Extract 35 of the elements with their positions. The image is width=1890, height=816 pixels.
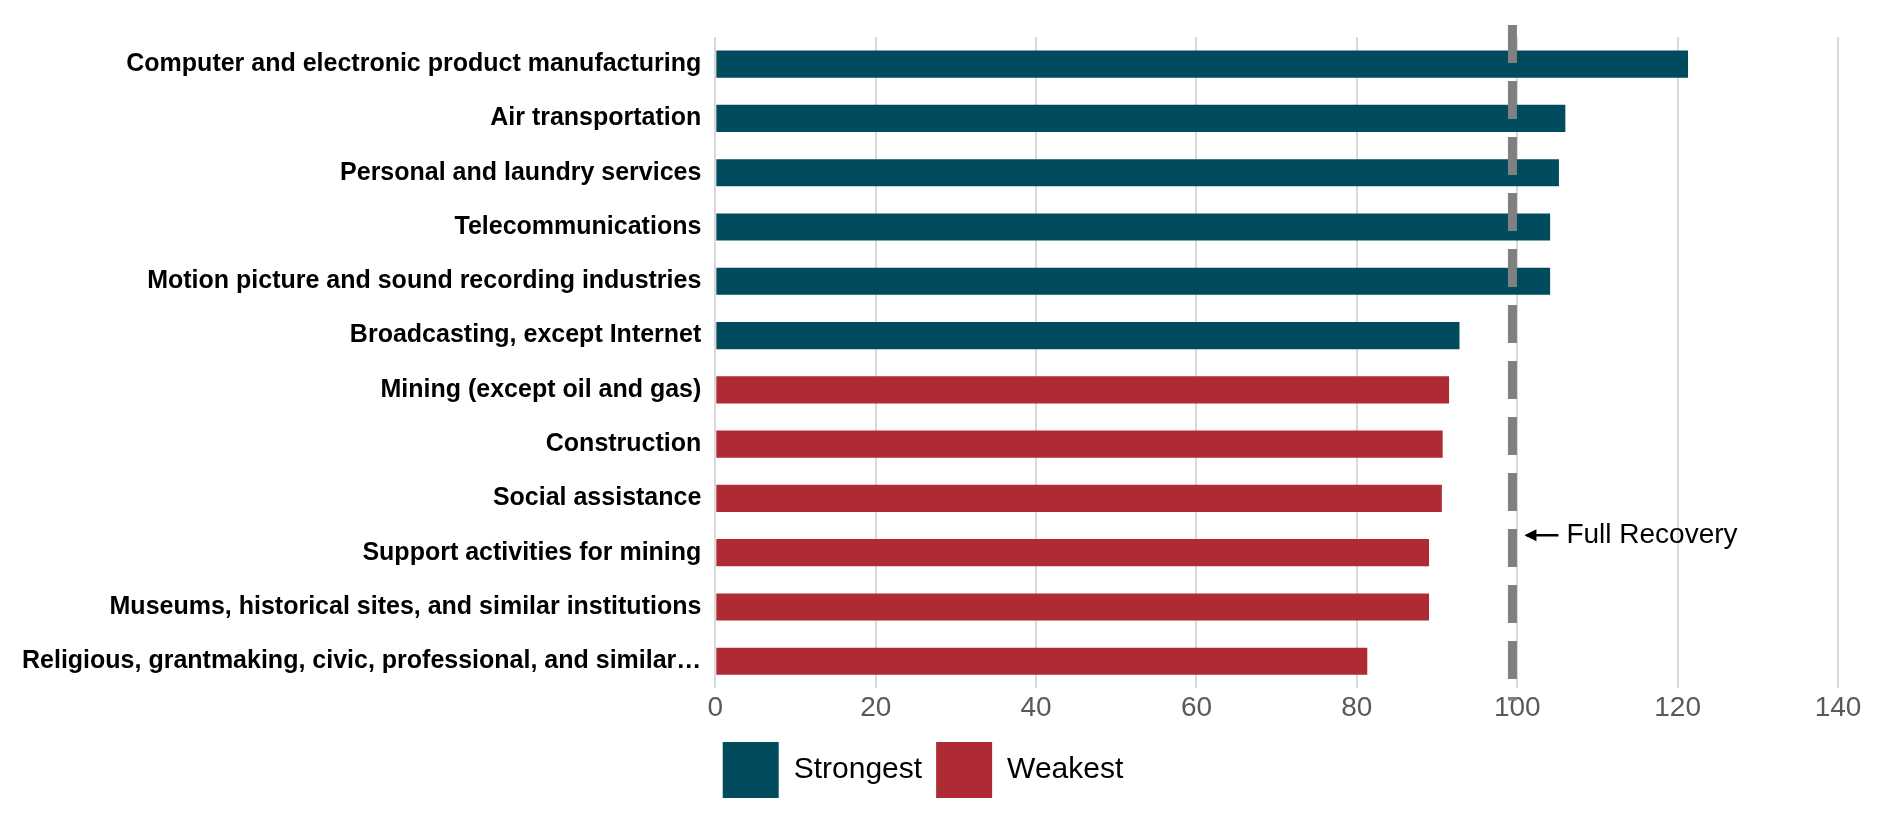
legend-label: Strongest	[793, 751, 923, 785]
y-tick-label: Telecommunications	[454, 210, 702, 239]
bar	[716, 593, 1430, 621]
y-tick-label: Museums, historical sites, and similar institutions	[109, 590, 702, 619]
bar	[716, 104, 1566, 132]
bar	[716, 430, 1443, 458]
x-tick-label: 60	[1180, 690, 1213, 722]
y-tick-label: Personal and laundry services	[340, 156, 702, 185]
y-tick-label: Air transportation	[490, 102, 702, 131]
y-tick-label: Construction	[545, 428, 702, 457]
bar	[716, 539, 1430, 567]
y-tick-label: Computer and electronic product manufacturing	[126, 48, 702, 77]
x-tick-label: 120	[1654, 690, 1701, 722]
bar	[716, 213, 1551, 241]
x-tick-label: 80	[1341, 690, 1373, 722]
bar	[716, 267, 1551, 295]
bar	[716, 321, 1460, 350]
y-tick-label: Support activities for mining	[362, 536, 702, 565]
y-tick-label: Social assistance	[492, 482, 702, 511]
y-tick-label: Motion picture and sound recording industries	[147, 265, 702, 294]
y-tick-label: Broadcasting, except Internet	[349, 319, 703, 348]
bar	[716, 484, 1442, 512]
bar	[716, 376, 1450, 404]
y-tick-label: Mining (except oil and gas)	[380, 373, 702, 402]
x-tick-label: 20	[860, 690, 892, 722]
x-tick-label: 140	[1814, 690, 1862, 722]
x-tick-label: 100	[1493, 690, 1541, 722]
x-tick-label: 40	[1020, 690, 1052, 722]
legend-label: Weakest	[1007, 751, 1124, 785]
bar	[716, 647, 1368, 675]
bar	[716, 50, 1689, 78]
x-tick-label: 0	[707, 690, 724, 722]
ref-line-label: Full Recovery	[1566, 518, 1738, 550]
y-tick-label: Religious, grantmaking, civic, professional, and similar…	[21, 645, 702, 674]
bar	[716, 159, 1559, 187]
